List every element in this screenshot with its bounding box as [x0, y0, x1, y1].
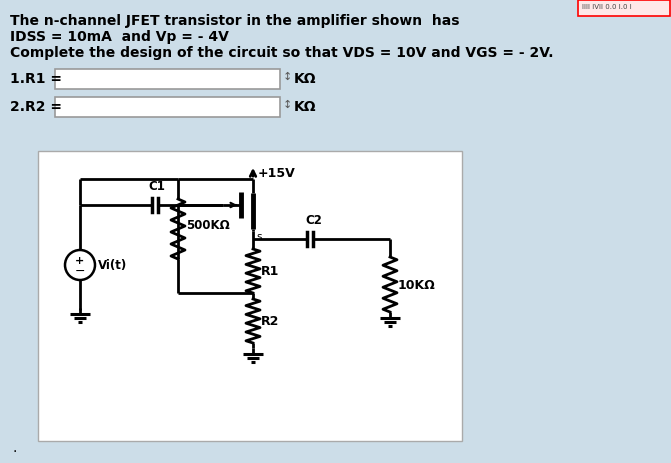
Text: 500KΩ: 500KΩ [186, 219, 229, 232]
Text: ↕: ↕ [283, 100, 293, 110]
Text: 1.R1 =: 1.R1 = [10, 72, 62, 86]
Text: R1: R1 [261, 265, 279, 278]
Bar [578, 1, 670, 17]
Text: s: s [256, 232, 262, 242]
Bar [55, 70, 280, 90]
Text: 2.R2 =: 2.R2 = [10, 100, 62, 114]
Text: C1: C1 [148, 180, 165, 193]
Text: KΩ: KΩ [294, 72, 317, 86]
Text: The n-channel JFET transistor in the amplifier shown  has: The n-channel JFET transistor in the amp… [10, 14, 460, 28]
Text: IIII IVII 0.0 I.0 I: IIII IVII 0.0 I.0 I [582, 4, 632, 10]
Text: .: . [12, 440, 16, 454]
Text: Complete the design of the circuit so that VDS = 10V and VGS = - 2V.: Complete the design of the circuit so th… [10, 46, 554, 60]
Text: Vi(t): Vi(t) [98, 259, 127, 272]
Text: +15V: +15V [258, 167, 296, 180]
Text: 10KΩ: 10KΩ [398, 278, 435, 291]
Text: −: − [74, 264, 85, 277]
Text: ↕: ↕ [283, 72, 293, 82]
Text: KΩ: KΩ [294, 100, 317, 114]
Text: R2: R2 [261, 315, 279, 328]
Text: IDSS = 10mA  and Vp = - 4V: IDSS = 10mA and Vp = - 4V [10, 30, 229, 44]
Bar [38, 152, 462, 441]
Text: C2: C2 [305, 213, 322, 226]
Text: +: + [75, 256, 85, 265]
Bar [55, 98, 280, 118]
